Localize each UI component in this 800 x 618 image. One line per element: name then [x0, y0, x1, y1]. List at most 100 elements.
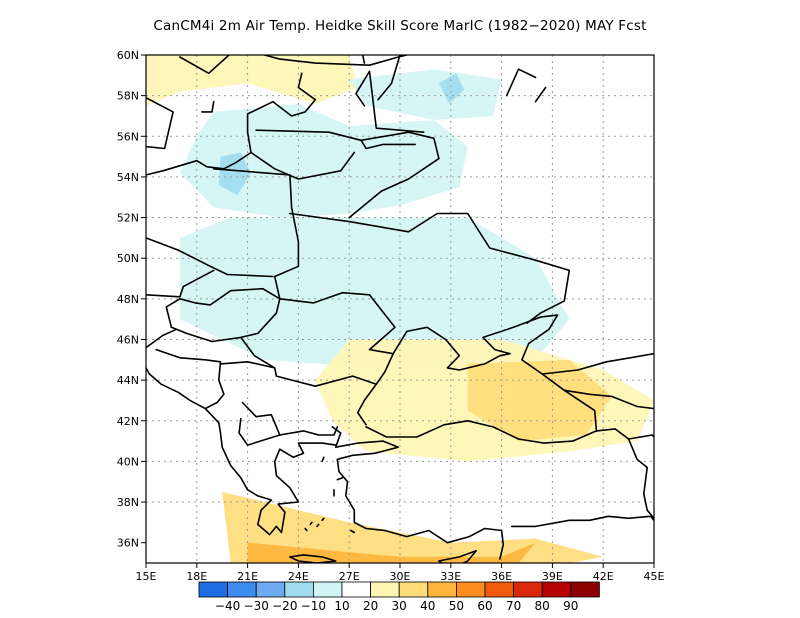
x-tick-label: 27E: [339, 570, 360, 583]
boundary-line-1: [146, 96, 174, 150]
skill-region-6: [179, 217, 570, 370]
boundary-line-24: [510, 515, 654, 528]
y-tick-label: 46N: [117, 333, 139, 346]
colorbar-label: 50: [449, 599, 464, 613]
y-tick-label: 60N: [117, 49, 139, 62]
colorbar-swatch: [427, 581, 457, 598]
colorbar-swatch: [513, 581, 543, 598]
colorbar-swatch: [541, 581, 572, 598]
boundary-line-47: [201, 100, 215, 113]
y-tick-label: 38N: [117, 496, 139, 509]
colorbar-label: −10: [301, 599, 326, 613]
colorbar-label: −40: [215, 599, 240, 613]
boundary-line-35: [316, 523, 320, 528]
colorbar-label: −30: [244, 599, 269, 613]
boundary-line-36: [309, 521, 313, 526]
boundary-line-31: [278, 426, 339, 436]
colorbar-label: 80: [535, 599, 550, 613]
y-tick-label: 52N: [117, 212, 139, 225]
colorbar-swatch: [484, 581, 515, 598]
colorbar-label: 40: [420, 599, 435, 613]
x-tick-label: 30E: [390, 570, 411, 583]
y-tick-label: 44N: [117, 374, 139, 387]
colorbar-label: 60: [477, 599, 492, 613]
colorbar-label: 90: [563, 599, 578, 613]
boundary-line-41: [304, 527, 308, 532]
colorbar-swatch: [570, 581, 600, 598]
x-tick-label: 24E: [288, 570, 309, 583]
boundary-line-39: [350, 529, 356, 534]
skill-region-8: [467, 359, 612, 442]
y-tick-label: 40N: [117, 455, 139, 468]
skill-region-4: [349, 69, 502, 120]
chart-title: CanCM4i 2m Air Temp. Heidke Skill Score …: [153, 18, 647, 34]
boundary-line-17: [240, 336, 378, 388]
boundary-line-26: [146, 328, 178, 349]
boundary-line-10: [289, 212, 571, 325]
x-tick-label: 18E: [186, 570, 207, 583]
x-tick-label: 15E: [136, 570, 157, 583]
colorbar-label: 20: [363, 599, 378, 613]
boundary-line-4: [246, 72, 317, 154]
skill-region-9: [222, 491, 604, 563]
boundary-line-5: [146, 151, 252, 176]
x-tick-label: 33E: [440, 570, 461, 583]
boundary-line-12: [355, 70, 425, 133]
boundary-line-42: [438, 549, 478, 563]
y-tick-label: 54N: [117, 171, 139, 184]
colorbar-swatch: [398, 581, 429, 598]
boundary-line-19: [365, 314, 598, 444]
boundary-line-27: [146, 348, 225, 410]
boundary-line-29: [219, 360, 276, 369]
colorbar-swatch: [227, 581, 257, 598]
colorbar-swatch: [198, 581, 229, 598]
boundary-line-8: [212, 168, 300, 300]
boundary-line-34: [321, 517, 325, 522]
boundary-line-40: [321, 456, 325, 463]
skill-region-2: [179, 103, 468, 218]
y-tick-label: 58N: [117, 90, 139, 103]
boundary-line-45: [505, 68, 537, 97]
y-tick-label: 48N: [117, 293, 139, 306]
colorbar-swatch: [312, 581, 343, 598]
boundary-line-21: [563, 389, 654, 410]
boundary-line-2: [179, 55, 230, 75]
colorbar-swatch: [341, 581, 372, 598]
skill-region-5: [438, 73, 465, 104]
boundary-line-23: [331, 426, 505, 560]
x-tick-label: 45E: [644, 570, 665, 583]
y-tick-label: 42N: [117, 415, 139, 428]
x-tick-label: 39E: [542, 570, 563, 583]
boundary-line-43: [361, 55, 366, 64]
colorbar-label: 30: [392, 599, 407, 613]
colorbar-label: 70: [506, 599, 521, 613]
boundary-line-32: [240, 442, 337, 536]
x-tick-label: 36E: [491, 570, 512, 583]
boundary-line-13: [278, 291, 396, 351]
y-tick-label: 36N: [117, 537, 139, 550]
boundary-line-38: [336, 476, 344, 481]
skill-region-10: [247, 542, 536, 563]
boundary-line-46: [534, 86, 547, 103]
boundary-line-16: [146, 269, 215, 298]
boundary-line-9: [146, 237, 274, 278]
skill-region-3: [218, 152, 251, 196]
colorbar-label: 10: [334, 599, 349, 613]
boundary-line-15: [165, 287, 281, 329]
boundary-line-44: [377, 55, 401, 101]
colorbar-swatch: [455, 581, 486, 598]
boundary-line-7: [250, 151, 356, 180]
y-tick-label: 56N: [117, 130, 139, 143]
x-tick-label: 42E: [593, 570, 614, 583]
boundary-line-6: [255, 129, 417, 150]
colorbar-swatch: [370, 581, 400, 598]
x-tick-label: 21E: [237, 570, 258, 583]
boundary-line-28: [204, 407, 242, 479]
boundary-line-11: [348, 131, 440, 219]
boundary-line-25: [627, 438, 654, 520]
boundary-line-33: [289, 554, 337, 563]
colorbar-swatch: [255, 581, 286, 598]
colorbar-label: −20: [272, 599, 297, 613]
y-tick-label: 50N: [117, 252, 139, 265]
